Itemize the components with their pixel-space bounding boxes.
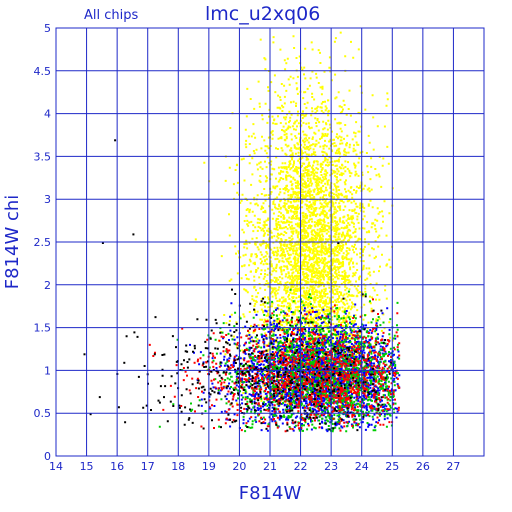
data-point (245, 379, 248, 381)
chart-title: lmc_u2xq06 (205, 3, 320, 25)
x-tick-label: 14 (49, 460, 63, 473)
data-point (193, 361, 196, 364)
data-point (306, 87, 309, 90)
data-point (263, 319, 266, 321)
x-tick-label: 24 (355, 460, 369, 473)
data-points (83, 31, 401, 433)
data-point (270, 370, 272, 373)
tick-labels: 14 15 16 17 18 19 20 21 22 23 24 25 26 27 0 0.5 1 1.5 2 2.5… (34, 22, 461, 473)
y-tick-label: 0.5 (34, 407, 52, 420)
data-point (101, 242, 104, 244)
data-point (224, 379, 227, 381)
data-point (178, 404, 181, 407)
y-tick-label: 5 (44, 22, 51, 35)
data-point (300, 327, 303, 330)
y-tick-label: 1.5 (34, 322, 52, 335)
data-point (208, 370, 211, 373)
data-point (114, 139, 117, 142)
data-point (285, 62, 288, 65)
x-tick-label: 25 (385, 460, 399, 473)
y-tick-label: 2 (44, 279, 51, 292)
y-tick-label: 1 (44, 364, 51, 377)
data-point (132, 233, 135, 236)
data-point (337, 242, 340, 244)
x-axis-label: F814W (239, 483, 302, 504)
x-tick-label: 27 (446, 460, 460, 473)
data-point (279, 242, 282, 244)
x-tick-label: 19 (202, 460, 216, 473)
data-point (89, 413, 92, 416)
x-tick-label: 21 (263, 460, 277, 473)
series-3 (148, 298, 401, 433)
x-tick-label: 18 (171, 460, 185, 473)
x-tick-label: 22 (294, 460, 308, 473)
data-point (83, 353, 86, 356)
data-point (315, 182, 318, 185)
x-tick-label: 26 (416, 460, 430, 473)
series-4 (83, 139, 393, 432)
data-point (98, 396, 101, 399)
data-point (297, 147, 300, 150)
data-point (328, 336, 331, 339)
x-tick-label: 20 (232, 460, 246, 473)
x-tick-label: 17 (141, 460, 155, 473)
data-point (367, 396, 370, 399)
series-3-points (148, 298, 401, 433)
y-tick-label: 4.5 (34, 65, 52, 78)
x-tick-label: 23 (324, 460, 338, 473)
y-tick-label: 3 (44, 193, 51, 206)
data-point (377, 421, 379, 424)
data-point (358, 396, 361, 399)
data-point (123, 361, 126, 364)
series-4-points (116, 288, 393, 432)
data-point (346, 404, 349, 407)
y-tick-label: 0 (44, 450, 51, 463)
data-point (331, 216, 334, 219)
data-point (325, 122, 327, 125)
data-point (300, 267, 303, 270)
y-tick-label: 3.5 (34, 150, 52, 163)
data-point (343, 293, 346, 296)
data-point (380, 413, 383, 416)
x-tick-label: 15 (80, 460, 94, 473)
y-tick-label: 4 (44, 108, 51, 121)
data-point (361, 293, 364, 296)
plot-frame (55, 27, 485, 457)
data-point (153, 353, 156, 356)
data-point (349, 327, 352, 330)
data-point (386, 413, 389, 416)
y-tick-label: 2.5 (34, 236, 52, 249)
y-axis-label: F814W chi (2, 195, 23, 290)
x-tick-label: 16 (110, 460, 124, 473)
chart-subtitle: All chips (84, 8, 138, 23)
data-point (163, 396, 165, 399)
